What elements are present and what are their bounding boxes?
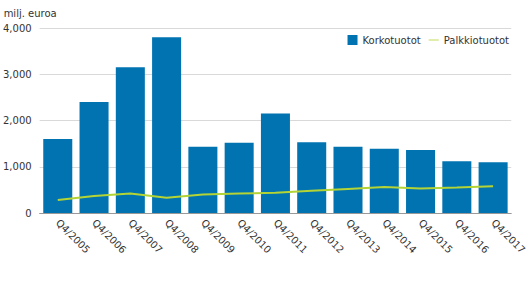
- svg-text:Q4/2014: Q4/2014: [380, 217, 418, 255]
- svg-text:Q4/2009: Q4/2009: [199, 217, 237, 255]
- svg-text:milj. euroa: milj. euroa: [4, 8, 57, 19]
- svg-text:Korkotuotot: Korkotuotot: [363, 35, 421, 46]
- svg-text:2,000: 2,000: [3, 115, 32, 126]
- svg-text:0: 0: [25, 208, 31, 219]
- svg-text:Q4/2008: Q4/2008: [163, 217, 201, 255]
- svg-text:Q4/2005: Q4/2005: [54, 217, 92, 255]
- svg-text:Q4/2007: Q4/2007: [126, 217, 164, 255]
- svg-text:1,000: 1,000: [3, 161, 32, 172]
- svg-text:Q4/2015: Q4/2015: [417, 217, 455, 255]
- svg-text:Q4/2011: Q4/2011: [272, 217, 310, 255]
- svg-text:4,000: 4,000: [3, 23, 32, 34]
- svg-text:3,000: 3,000: [3, 69, 32, 80]
- svg-text:Q4/2017: Q4/2017: [489, 217, 527, 255]
- svg-text:Q4/2013: Q4/2013: [344, 217, 382, 255]
- svg-text:Palkkiotuotot: Palkkiotuotot: [444, 35, 509, 46]
- svg-text:Q4/2010: Q4/2010: [235, 217, 273, 255]
- svg-text:Q4/2006: Q4/2006: [90, 217, 128, 255]
- svg-text:Q4/2016: Q4/2016: [453, 217, 491, 255]
- svg-text:Q4/2012: Q4/2012: [308, 217, 346, 255]
